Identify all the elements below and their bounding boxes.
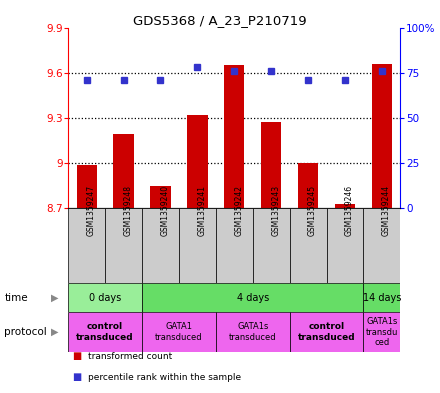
Bar (261, 122, 281, 208)
Text: GDS5368 / A_23_P210719: GDS5368 / A_23_P210719 (133, 14, 307, 27)
Text: 14 days: 14 days (363, 293, 401, 303)
Bar (298, 163, 318, 208)
Text: GSM1359240: GSM1359240 (161, 185, 169, 236)
Bar (224, 65, 245, 208)
Text: control
transduced: control transduced (298, 322, 356, 342)
Bar (179, 208, 216, 283)
Bar (216, 312, 290, 352)
Bar (68, 283, 142, 312)
Bar (290, 312, 363, 352)
Bar (68, 312, 142, 352)
Bar (326, 208, 363, 283)
Bar (105, 208, 142, 283)
Text: 4 days: 4 days (237, 293, 269, 303)
Text: GSM1359248: GSM1359248 (124, 185, 132, 236)
Bar (142, 208, 179, 283)
Bar (142, 312, 216, 352)
Bar (335, 204, 355, 208)
Text: transformed count: transformed count (88, 352, 172, 361)
Bar (290, 208, 326, 283)
Text: ■: ■ (73, 351, 82, 361)
Text: GSM1359241: GSM1359241 (198, 185, 206, 236)
Text: control
transduced: control transduced (76, 322, 134, 342)
Text: GATA1
transduced: GATA1 transduced (155, 322, 203, 342)
Text: GATA1s
transdu
ced: GATA1s transdu ced (366, 317, 398, 347)
Bar (142, 283, 363, 312)
Text: 0 days: 0 days (89, 293, 121, 303)
Text: GSM1359244: GSM1359244 (382, 185, 391, 236)
Text: ▶: ▶ (51, 293, 58, 303)
Text: GSM1359245: GSM1359245 (308, 185, 317, 236)
Bar (372, 64, 392, 208)
Bar (187, 115, 208, 208)
Text: GSM1359243: GSM1359243 (271, 185, 280, 236)
Text: GATA1s
transduced: GATA1s transduced (229, 322, 277, 342)
Text: time: time (4, 293, 28, 303)
Bar (114, 134, 134, 208)
Bar (68, 208, 105, 283)
Bar (363, 312, 400, 352)
Text: protocol: protocol (4, 327, 47, 337)
Bar (253, 208, 290, 283)
Text: ■: ■ (73, 372, 82, 382)
Bar (216, 208, 253, 283)
Text: GSM1359247: GSM1359247 (87, 185, 95, 236)
Text: GSM1359242: GSM1359242 (234, 185, 243, 236)
Bar (363, 283, 400, 312)
Bar (363, 208, 400, 283)
Text: ▶: ▶ (51, 327, 58, 337)
Bar (77, 165, 97, 208)
Text: percentile rank within the sample: percentile rank within the sample (88, 373, 241, 382)
Text: GSM1359246: GSM1359246 (345, 185, 354, 236)
Bar (150, 185, 171, 208)
